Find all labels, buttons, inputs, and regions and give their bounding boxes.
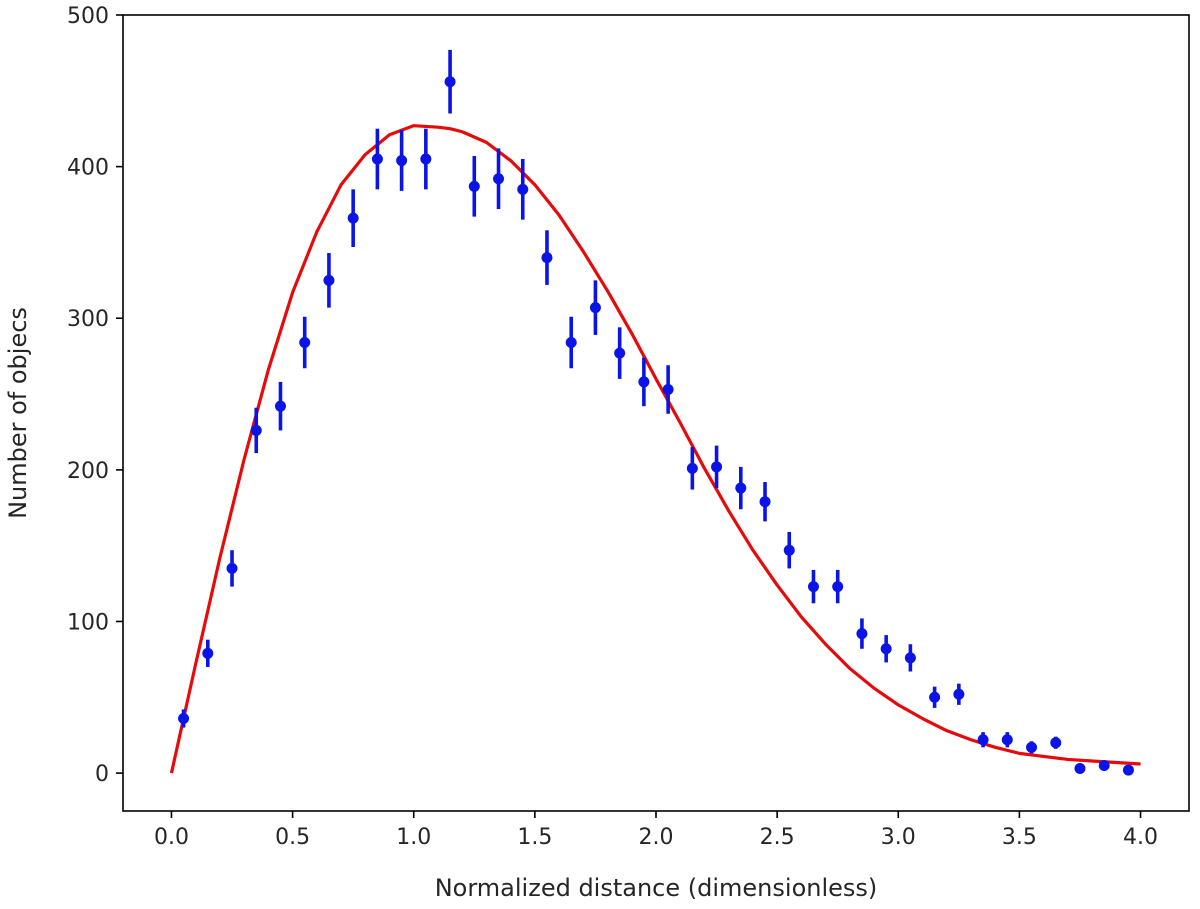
data-point [202, 647, 214, 659]
data-point [662, 383, 674, 395]
data-point [1098, 760, 1110, 772]
data-point [1074, 763, 1086, 775]
data-point [638, 376, 650, 388]
x-tick-label: 1.5 [517, 825, 552, 850]
data-point [371, 153, 383, 165]
data-point [347, 212, 359, 224]
x-tick-label: 1.0 [396, 825, 431, 850]
data-point [420, 153, 432, 165]
data-point [444, 76, 456, 88]
x-tick-label: 4.0 [1123, 825, 1158, 850]
data-point [929, 691, 941, 703]
data-point [1001, 734, 1013, 746]
y-tick-label: 200 [67, 459, 109, 484]
data-point [759, 496, 771, 508]
data-point [589, 302, 601, 314]
data-point [783, 544, 795, 556]
data-point [953, 688, 965, 700]
data-point [1122, 764, 1134, 776]
data-point [686, 462, 698, 474]
fit-curve [169, 124, 1141, 774]
data-point [807, 581, 819, 593]
data-point [250, 424, 262, 436]
data-point [880, 643, 892, 655]
data-point [274, 400, 286, 412]
x-axis-label: Normalized distance (dimensionless) [435, 874, 878, 902]
data-point [468, 180, 480, 192]
x-tick-label: 0.0 [154, 825, 189, 850]
data-point [711, 461, 723, 473]
data-point [541, 252, 553, 264]
x-tick-label: 2.0 [639, 825, 674, 850]
y-tick-label: 500 [67, 4, 109, 29]
data-point [565, 336, 577, 348]
data-point [396, 155, 408, 167]
y-tick-label: 0 [95, 762, 109, 787]
x-tick-label: 3.0 [881, 825, 916, 850]
data-point [323, 274, 335, 286]
data-point [614, 347, 626, 359]
x-tick-label: 3.5 [1002, 825, 1037, 850]
data-point [517, 183, 529, 195]
plot-frame [122, 14, 1190, 812]
data-point [977, 734, 989, 746]
x-tick-label: 2.5 [760, 825, 795, 850]
y-tick-label: 400 [67, 156, 109, 181]
data-point [735, 482, 747, 494]
data-point [226, 562, 238, 574]
y-axis-label: Number of objecs [4, 307, 32, 519]
data-point [856, 628, 868, 640]
data-point [1050, 737, 1062, 749]
data-point [832, 581, 844, 593]
data-point [904, 652, 916, 664]
data-point [493, 173, 505, 185]
y-tick-label: 300 [67, 307, 109, 332]
y-tick-label: 100 [67, 610, 109, 635]
x-tick-label: 0.5 [275, 825, 310, 850]
data-point [178, 713, 190, 725]
data-point [1026, 741, 1038, 753]
data-point [299, 336, 311, 348]
